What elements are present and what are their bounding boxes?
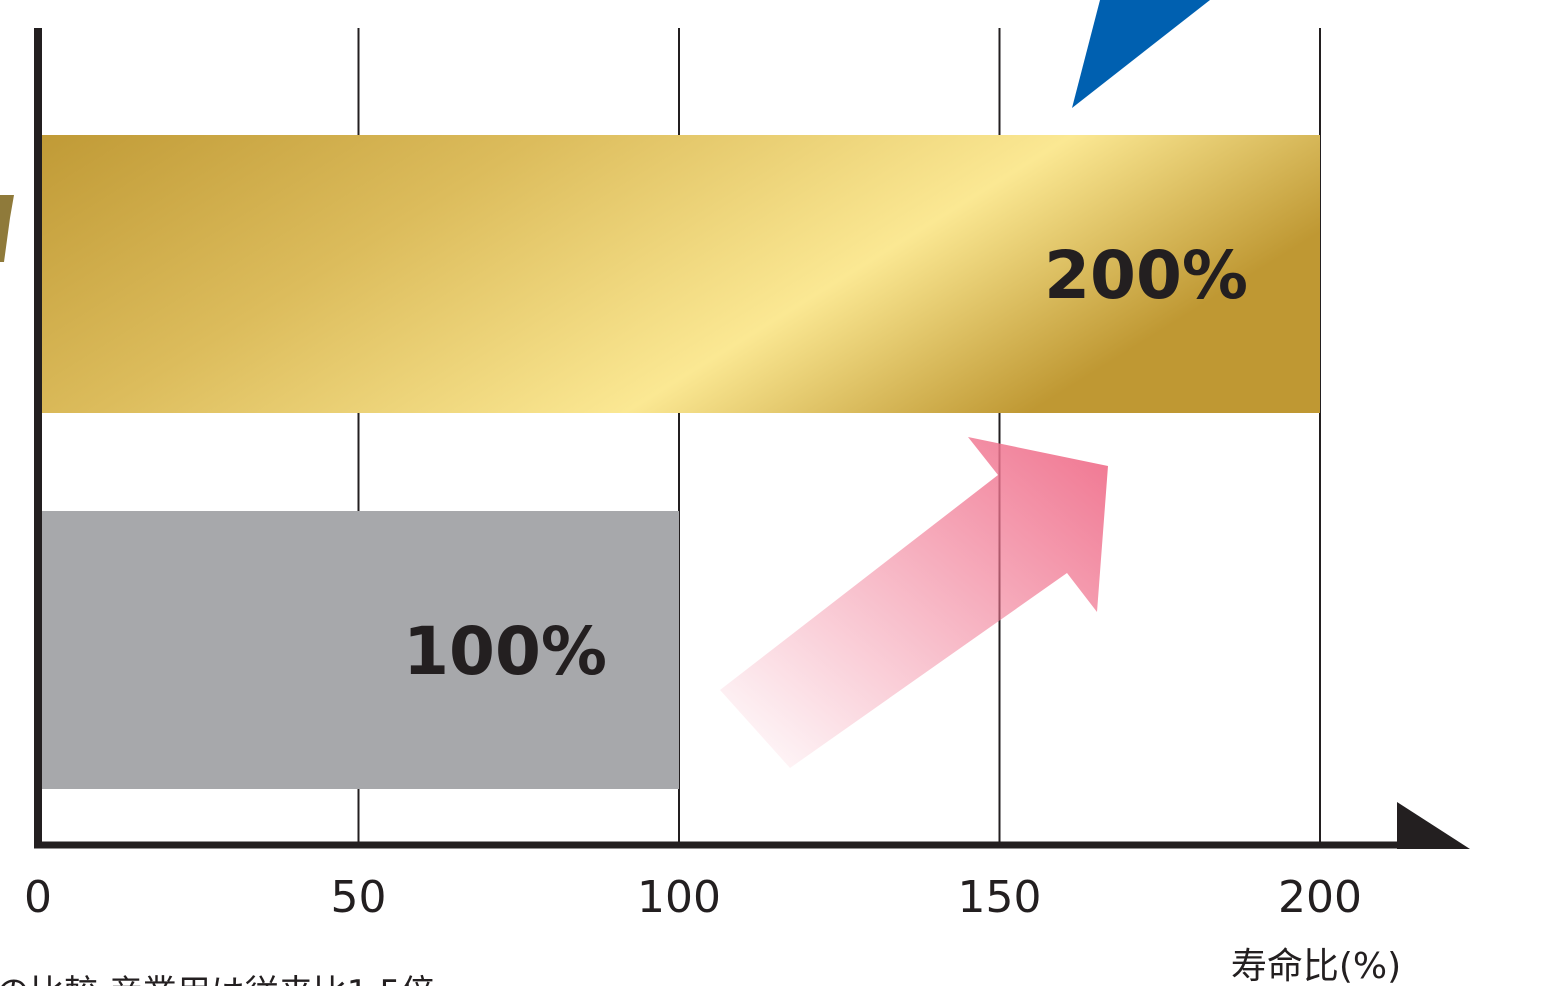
bar	[38, 511, 679, 789]
x-axis-label: 寿命比(%)	[1231, 946, 1401, 986]
bar-value-label: 200%	[1044, 237, 1248, 314]
x-tick-label: 0	[24, 872, 52, 923]
footnote-text: の比較 産業用は従来比1.5倍	[0, 973, 435, 986]
bars: 200% 100%	[38, 135, 1320, 789]
x-tick-labels: 0 50 100 150 200	[24, 872, 1362, 923]
left-glyph-fragment	[0, 195, 14, 262]
pink-arrow	[720, 437, 1108, 768]
axes	[34, 28, 1470, 849]
x-tick-label: 150	[958, 872, 1042, 923]
x-axis-arrowhead	[1397, 802, 1470, 849]
x-tick-label: 50	[331, 872, 387, 923]
bar-value-label: 100%	[403, 613, 607, 690]
x-tick-label: 200	[1278, 872, 1362, 923]
blue-arrow	[1072, 0, 1210, 108]
bar	[38, 135, 1320, 413]
x-tick-label: 100	[637, 872, 721, 923]
